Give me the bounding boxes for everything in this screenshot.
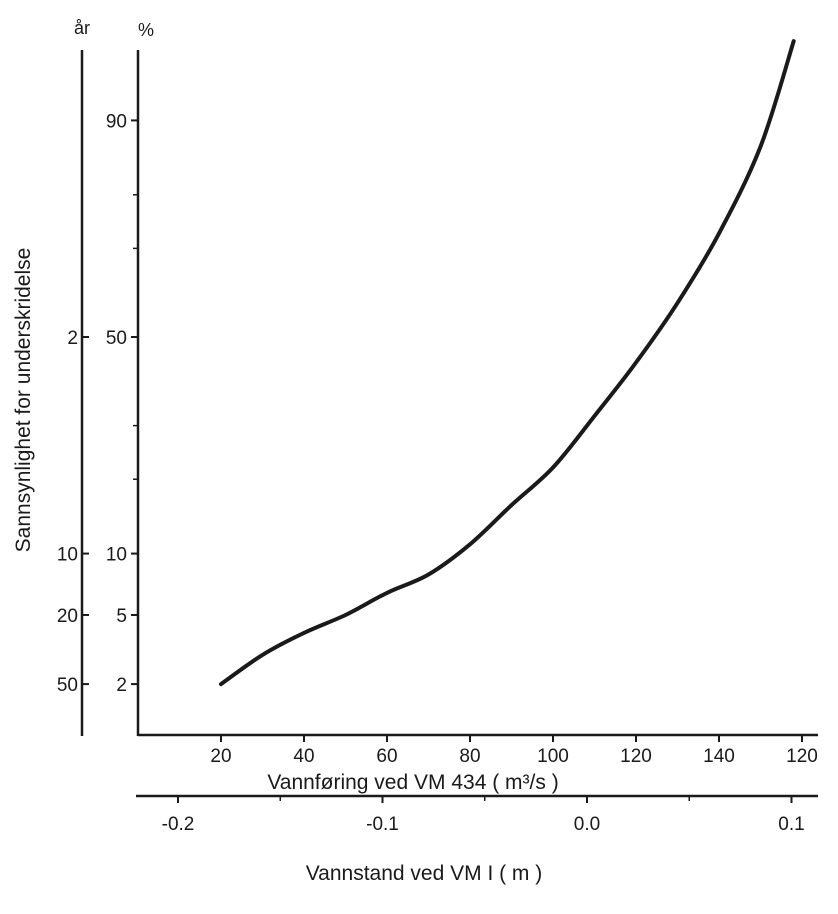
years-tick-label: 2 <box>67 328 78 349</box>
percent-tick-label: 10 <box>106 545 127 566</box>
x-tick-label: 40 <box>293 746 314 767</box>
x-tick-label: 100 <box>537 746 569 767</box>
x-tick-label: 120 <box>786 746 818 767</box>
x2-tick-label: 0.0 <box>574 814 600 835</box>
x2-tick-label: -0.1 <box>366 814 399 835</box>
percent-tick-label: 90 <box>106 111 127 132</box>
right-unit-label: % <box>138 20 154 40</box>
years-tick-label: 50 <box>57 675 78 696</box>
years-tick-label: 10 <box>57 545 78 566</box>
x2-tick-label: -0.2 <box>162 814 195 835</box>
percent-tick-label: 50 <box>106 328 127 349</box>
percent-tick-label: 2 <box>116 675 127 696</box>
x2-tick-label: 0.1 <box>778 814 804 835</box>
x2-axis-title: Vannstand ved VM I ( m ) <box>306 862 543 885</box>
x-tick-label: 80 <box>459 746 480 767</box>
years-tick-label: 20 <box>57 606 78 627</box>
x-tick-label: 120 <box>620 746 652 767</box>
x-tick-label: 20 <box>210 746 231 767</box>
x-tick-label: 140 <box>703 746 735 767</box>
discharge-probability-curve <box>219 39 796 687</box>
x-axis-title: Vannføring ved VM 434 ( m³/s ) <box>267 771 558 794</box>
x-tick-label: 60 <box>376 746 397 767</box>
percent-tick-label: 5 <box>116 606 127 627</box>
left-unit-label: år <box>74 18 90 38</box>
y-axis-title: Sannsynlighet for underskridelse <box>12 248 35 553</box>
